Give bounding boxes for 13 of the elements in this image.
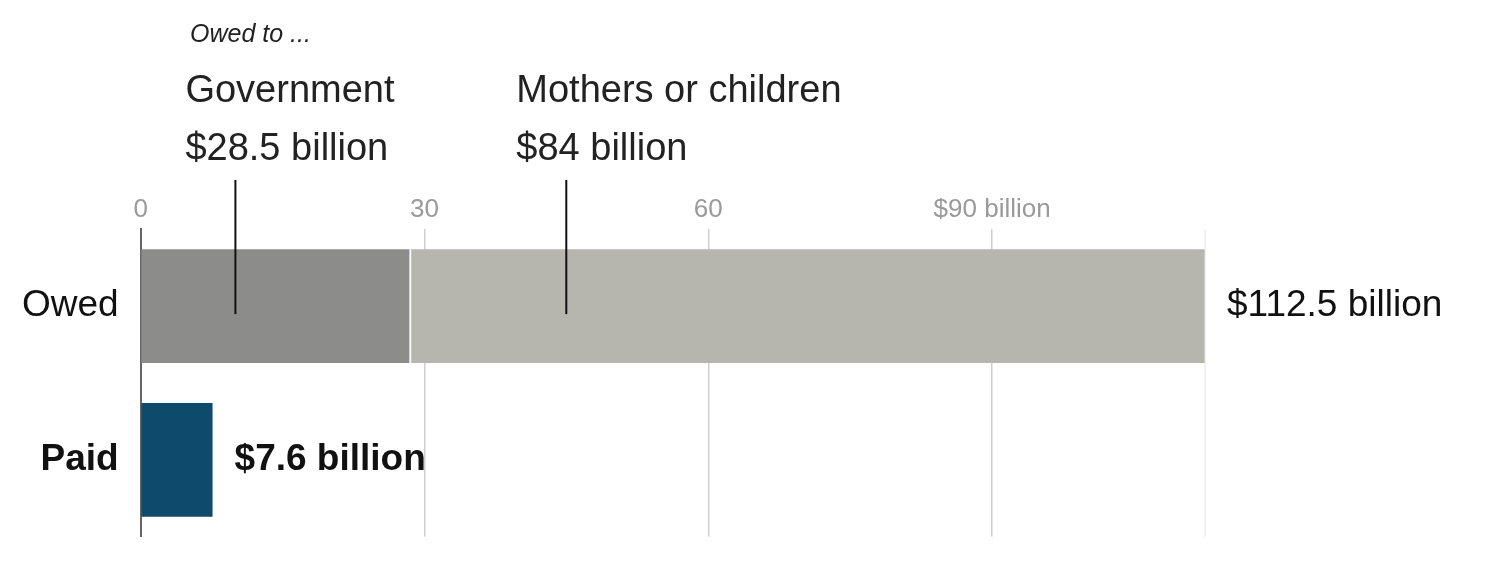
legend-title: Owed to ... [190,19,311,47]
x-tick-label: $90 billion [933,192,1051,223]
x-tick-label: 30 [410,192,439,223]
y-tick-label: Owed [22,283,119,325]
text: Government [185,68,395,110]
x-tick-label: 0 [133,192,148,223]
data-label: $28.5 billion [185,126,389,168]
x-tick-label: 60 [693,192,723,223]
text: Mothers or children [516,68,842,110]
total-label: $112.5 billion [1227,283,1443,325]
y-tick-label: Paid [40,437,119,479]
data-label: $84 billion [516,126,688,168]
total-label: $7.6 billion [234,437,426,479]
